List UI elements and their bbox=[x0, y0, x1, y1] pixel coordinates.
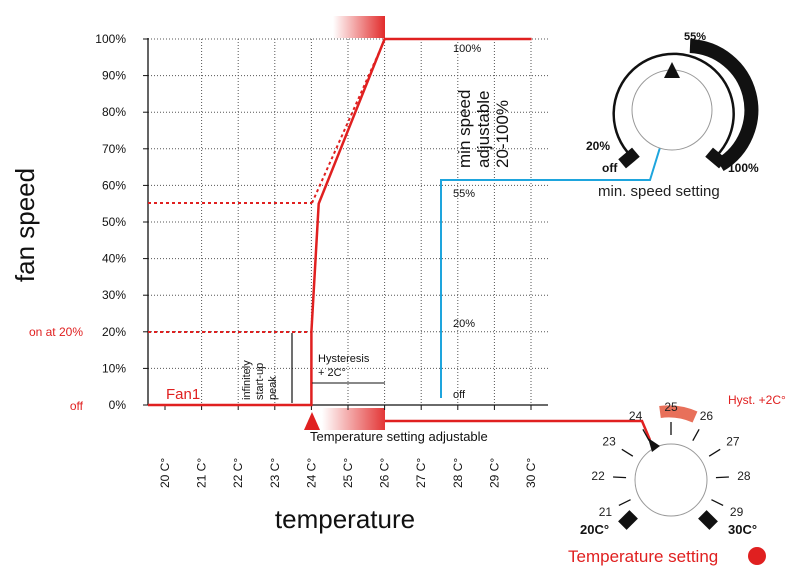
startup-peak-note: infinitely start-up peak bbox=[241, 360, 279, 400]
fan1-curve bbox=[148, 37, 532, 407]
adjust-gradient-top bbox=[333, 16, 385, 38]
x-tick-label: 23 C° bbox=[268, 458, 282, 488]
x-tick-label: 30 C° bbox=[524, 458, 538, 488]
hysteresis-label: Hysteresis bbox=[318, 353, 370, 365]
x-tick-label: 20 C° bbox=[158, 458, 172, 488]
temp-dial-number: 25 bbox=[664, 400, 678, 414]
fan1-label: Fan1 bbox=[166, 386, 200, 403]
speed-dial-max-stop bbox=[705, 147, 727, 169]
y-tick-label: 30% bbox=[102, 288, 126, 302]
temp-dial-number: 23 bbox=[602, 434, 616, 448]
temp-dial-knob[interactable] bbox=[634, 443, 708, 517]
temp-dial-max-label: 30C° bbox=[728, 522, 757, 537]
temp-dial-numbers: 21 22 23 24 25 26 27 28 29 bbox=[591, 400, 750, 519]
temp-setting-dot bbox=[748, 547, 766, 565]
temp-dial-tick bbox=[708, 448, 721, 457]
y-tick-label: 10% bbox=[102, 361, 126, 375]
y-tick-label: 60% bbox=[102, 178, 126, 192]
x-tick-label: 24 C° bbox=[304, 458, 318, 488]
svg-text:min speed: min speed bbox=[455, 90, 474, 168]
level-55-label: 55% bbox=[453, 188, 475, 200]
temp-dial-tick bbox=[711, 499, 724, 507]
temp-dial-tick bbox=[621, 448, 634, 457]
temp-dial-number: 21 bbox=[599, 505, 613, 519]
speed-dial-off-label: off bbox=[602, 161, 618, 175]
temp-dial-number: 27 bbox=[726, 434, 740, 448]
y-tick-label: 80% bbox=[102, 105, 126, 119]
temp-setpoint-marker bbox=[304, 412, 320, 430]
speed-dial: 55% 20% 100% off min. speed setting bbox=[586, 31, 759, 200]
adjust-gradient-bottom bbox=[322, 408, 385, 430]
svg-text:start-up: start-up bbox=[254, 363, 266, 400]
temp-dial-tick bbox=[692, 428, 700, 441]
speed-dial-min-stop bbox=[618, 147, 640, 169]
min-speed-note: min speed adjustable 20-100% bbox=[455, 90, 512, 168]
temp-dial-tick bbox=[642, 428, 650, 441]
on-at-20-label: on at 20% bbox=[29, 325, 83, 339]
temp-dial-max-stop bbox=[698, 510, 718, 530]
y-tick-label: 0% bbox=[109, 398, 127, 412]
speed-dial-100-label: 100% bbox=[728, 161, 759, 175]
x-tick-label: 29 C° bbox=[487, 458, 501, 488]
x-tick-label: 21 C° bbox=[195, 458, 209, 488]
temp-dial-min-label: 20C° bbox=[580, 522, 609, 537]
speed-dial-knob[interactable] bbox=[631, 69, 713, 151]
temp-dial-hysteresis-arc bbox=[659, 405, 698, 423]
temp-dial-connector bbox=[385, 419, 652, 441]
y-tick-label: 100% bbox=[95, 32, 126, 46]
speed-dial-outer-arc bbox=[612, 52, 735, 161]
level-off-label: off bbox=[453, 389, 466, 401]
svg-text:peak: peak bbox=[267, 376, 279, 400]
temp-dial-tick bbox=[618, 499, 631, 507]
temp-dial-number: 22 bbox=[591, 469, 605, 483]
temp-dial-tick bbox=[613, 476, 627, 479]
speed-dial-pointer bbox=[664, 62, 680, 78]
x-tick-labels: 20 C° 21 C° 22 C° 23 C° 24 C° 25 C° 26 C° 27 C°… bbox=[158, 458, 538, 488]
speed-dial-55-label: 55% bbox=[684, 31, 706, 43]
x-tick-label: 25 C° bbox=[341, 458, 355, 488]
temp-setting-adjustable-label: Temperature setting adjustable bbox=[310, 429, 488, 444]
y-tick-label: 90% bbox=[102, 69, 126, 83]
hysteresis-value: + 2C° bbox=[318, 367, 346, 379]
temp-dial-min-stop bbox=[618, 510, 638, 530]
level-100-label: 100% bbox=[453, 43, 481, 55]
level-20-label: 20% bbox=[453, 318, 475, 330]
x-tick-label: 26 C° bbox=[378, 458, 392, 488]
x-tick-label: 28 C° bbox=[451, 458, 465, 488]
temp-dial-number: 26 bbox=[700, 409, 714, 423]
x-tick-label: 22 C° bbox=[231, 458, 245, 488]
y-tick-label: 50% bbox=[102, 215, 126, 229]
off-axis-label: off bbox=[70, 399, 84, 413]
temp-dial-number: 29 bbox=[730, 505, 744, 519]
svg-text:infinitely: infinitely bbox=[241, 360, 253, 400]
y-tick-label: 20% bbox=[102, 325, 126, 339]
y-tick-label: 40% bbox=[102, 252, 126, 266]
y-axis-title: fan speed bbox=[10, 168, 40, 282]
x-tick-label: 27 C° bbox=[414, 458, 428, 488]
temp-dial-number: 28 bbox=[737, 469, 751, 483]
speed-dial-range-arc bbox=[689, 39, 759, 172]
x-axis-title: temperature bbox=[275, 504, 415, 534]
temp-dial-caption: Temperature setting bbox=[568, 547, 718, 566]
temp-dial-number: 24 bbox=[629, 409, 643, 423]
temp-dial-pointer bbox=[648, 438, 660, 452]
y-tick-label: 70% bbox=[102, 142, 126, 156]
speed-dial-caption: min. speed setting bbox=[598, 183, 720, 200]
y-tick-labels: 0% 10% 20% 30% 40% 50% 60% 70% 80% 90% 100% bbox=[95, 32, 126, 412]
temp-dial-hyst-label: Hyst. +2C° bbox=[728, 393, 786, 407]
temp-dial-ticks bbox=[613, 422, 729, 507]
speed-dial-20-label: 20% bbox=[586, 139, 610, 153]
svg-text:20-100%: 20-100% bbox=[493, 100, 512, 168]
temp-dial-tick bbox=[715, 476, 729, 479]
svg-text:adjustable: adjustable bbox=[474, 90, 493, 168]
